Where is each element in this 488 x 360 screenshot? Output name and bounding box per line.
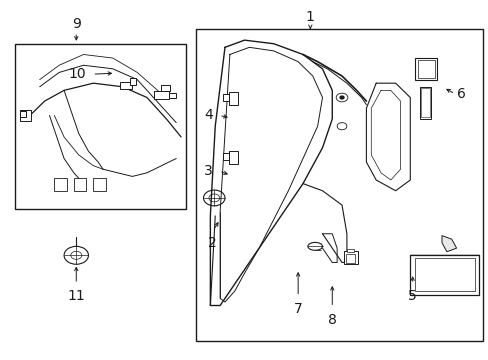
Text: 7: 7 [293, 302, 302, 316]
Bar [120, 82, 132, 89]
Bar [228, 151, 237, 164]
Bar [344, 251, 357, 264]
Bar [54, 178, 66, 191]
Bar [154, 91, 168, 99]
Text: 4: 4 [203, 108, 212, 122]
Bar [195, 30, 483, 341]
Bar [20, 111, 25, 117]
Bar [93, 178, 105, 191]
Text: 1: 1 [305, 10, 314, 24]
Bar [409, 255, 478, 295]
Bar [419, 87, 430, 119]
Text: 5: 5 [407, 289, 416, 303]
Bar [417, 60, 434, 78]
Bar [346, 249, 353, 252]
Bar [414, 58, 436, 80]
Bar [74, 178, 86, 191]
Bar [228, 92, 237, 105]
Text: 2: 2 [208, 235, 217, 249]
Text: 6: 6 [456, 87, 465, 101]
Circle shape [339, 96, 343, 99]
Bar [20, 110, 31, 121]
Bar [345, 254, 354, 263]
Bar [15, 44, 185, 209]
Bar [414, 258, 474, 291]
Text: 9: 9 [72, 17, 81, 31]
Text: 3: 3 [203, 164, 212, 178]
Bar [420, 88, 429, 117]
Polygon shape [441, 235, 456, 252]
Bar [168, 93, 176, 98]
Text: 11: 11 [67, 289, 85, 303]
Bar [222, 94, 237, 101]
Text: 10: 10 [68, 67, 86, 81]
Text: 8: 8 [327, 313, 336, 327]
Bar [160, 85, 170, 91]
Bar [130, 78, 136, 85]
Bar [222, 153, 237, 160]
